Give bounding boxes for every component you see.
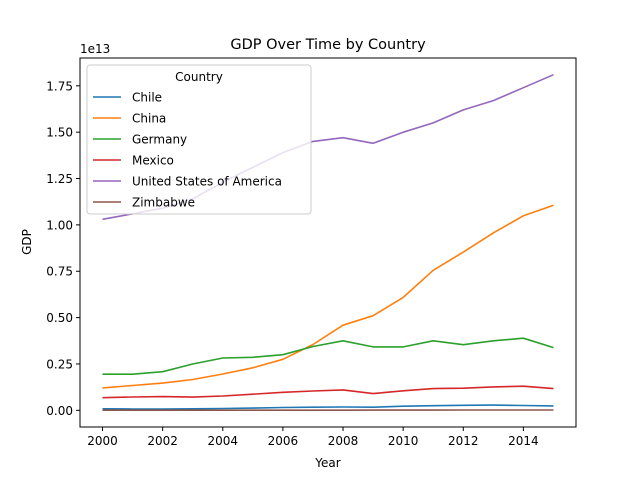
plot-frame: [79, 57, 577, 428]
x-tick-label: 2000: [87, 434, 118, 448]
legend-label-united-states-of-america: United States of America: [132, 175, 282, 189]
y-axis-label: GDP: [20, 229, 34, 255]
series-line-chile: [102, 404, 554, 410]
legend: Country Chile China Germany Mexico United St…: [86, 64, 312, 215]
x-tick-label: 2006: [268, 434, 299, 448]
legend-label-mexico: Mexico: [132, 154, 174, 168]
x-tick-label: 2002: [147, 434, 178, 448]
series-lines: [102, 73, 554, 412]
legend-label-zimbabwe: Zimbabwe: [132, 196, 195, 210]
y-tick-label: 0.25: [46, 357, 73, 371]
legend-label-germany: Germany: [132, 133, 187, 147]
x-axis-label: Year: [314, 456, 340, 470]
x-tick-label: 2014: [508, 434, 539, 448]
legend-label-china: China: [132, 112, 166, 126]
axis-ticks: 2000 2002 2004 2006 2008 2010 2012 2014 0.00 0.25…: [46, 79, 538, 448]
y-tick-label: 1.75: [46, 79, 73, 93]
y-tick-label: 0.00: [46, 404, 73, 418]
legend-title: Country: [175, 70, 223, 84]
legend-box: [86, 64, 312, 215]
y-tick-label: 0.50: [46, 311, 73, 325]
series-line-mexico: [102, 385, 554, 399]
x-tick-label: 2008: [328, 434, 359, 448]
legend-entries: Chile China Germany Mexico United States of …: [93, 91, 282, 210]
series-line-germany: [102, 337, 554, 376]
x-tick-label: 2012: [448, 434, 479, 448]
x-tick-label: 2010: [388, 434, 419, 448]
y-tick-label: 1.25: [46, 172, 73, 186]
legend-label-chile: Chile: [132, 91, 162, 105]
series-line-china: [102, 204, 554, 389]
x-tick-label: 2004: [208, 434, 239, 448]
y-offset-label: 1e13: [80, 42, 110, 56]
y-tick-label: 1.50: [46, 126, 73, 140]
y-tick-label: 1.00: [46, 218, 73, 232]
chart-title: GDP Over Time by Country: [230, 37, 426, 53]
y-tick-label: 0.75: [46, 265, 73, 279]
